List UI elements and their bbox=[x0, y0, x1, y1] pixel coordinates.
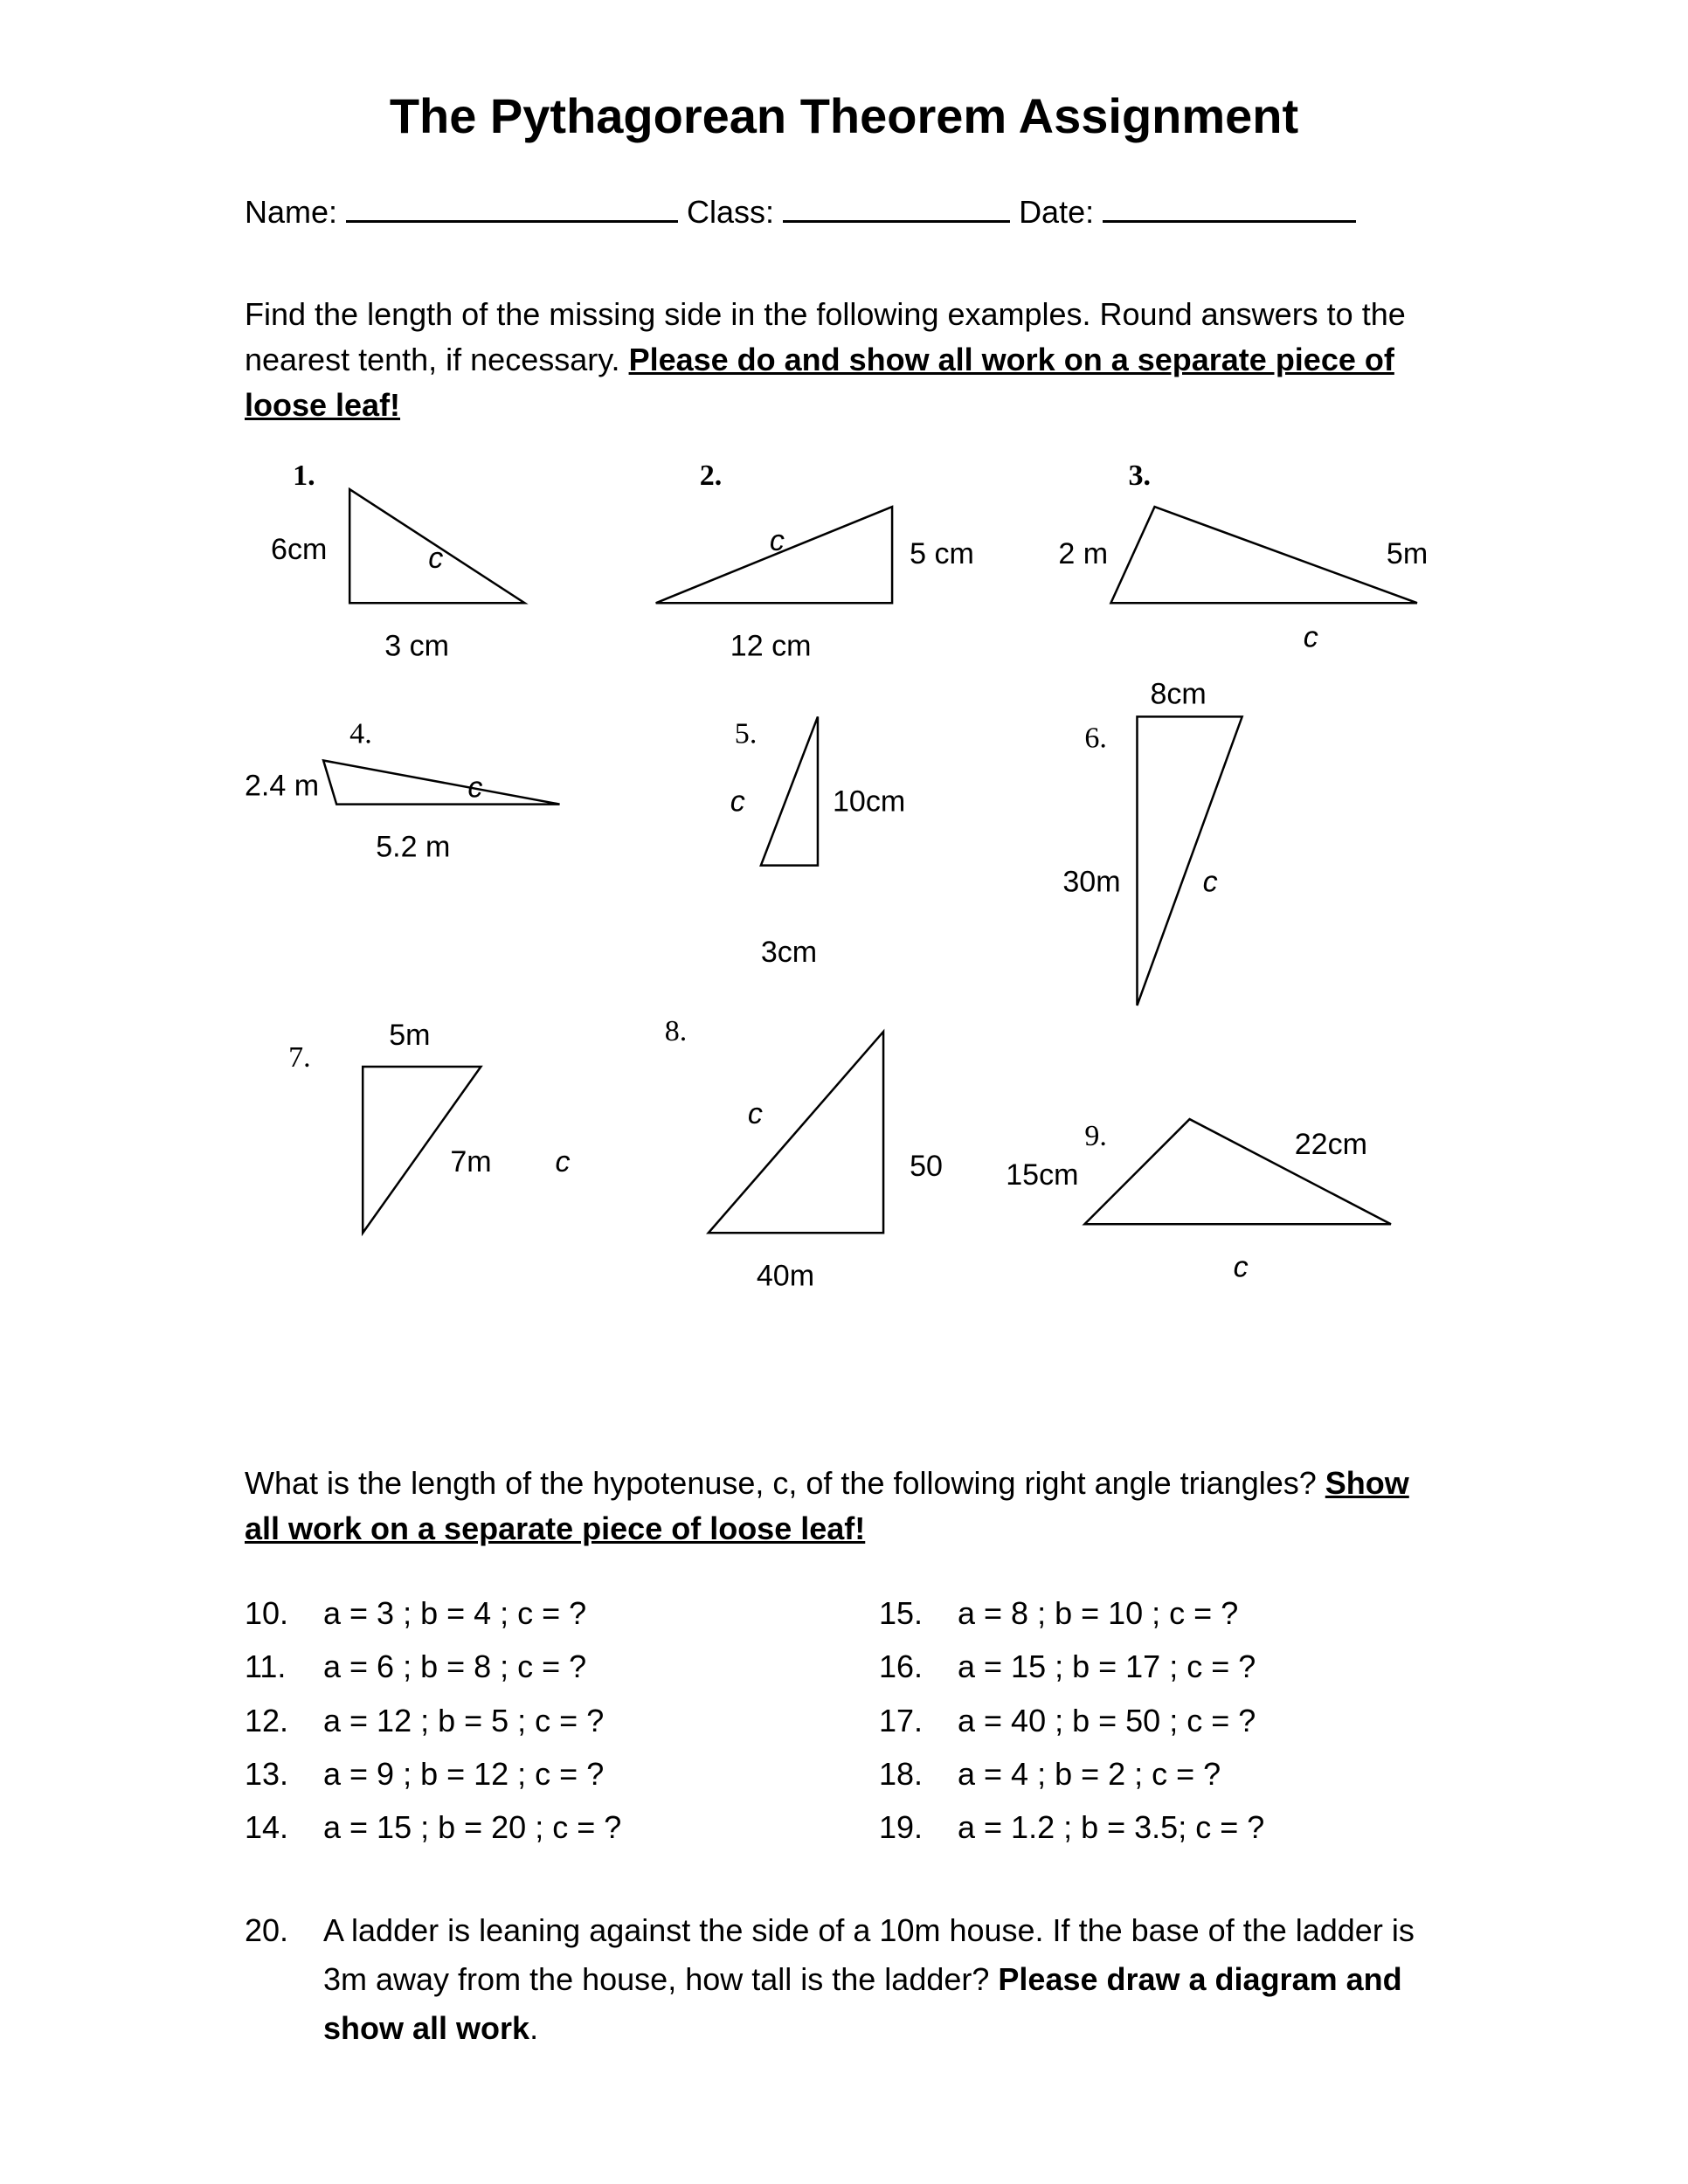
q12-text: a = 12 ; b = 5 ; c = ? bbox=[323, 1694, 604, 1747]
q16-num: 16. bbox=[879, 1640, 931, 1693]
t5-top: 3cm bbox=[761, 936, 817, 969]
name-blank bbox=[346, 188, 678, 223]
t3-num: 3. bbox=[1128, 463, 1151, 492]
q15: 15. a = 8 ; b = 10 ; c = ? bbox=[879, 1586, 1443, 1640]
q13-num: 13. bbox=[245, 1747, 297, 1800]
q17-num: 17. bbox=[879, 1694, 931, 1747]
triangles-svg: 1. 6cm c 3 cm 2. 5 cm c 12 cm 3. 2 m 5m … bbox=[245, 463, 1443, 1426]
t6-num: 6. bbox=[1084, 722, 1107, 755]
t2-num: 2. bbox=[700, 463, 723, 492]
q19-num: 19. bbox=[879, 1800, 931, 1854]
class-label: Class: bbox=[687, 194, 774, 231]
t9-num: 9. bbox=[1084, 1120, 1107, 1152]
q16: 16. a = 15 ; b = 17 ; c = ? bbox=[879, 1640, 1443, 1693]
t8-right: 50 bbox=[910, 1150, 943, 1183]
t9-left: 15cm bbox=[1006, 1158, 1078, 1192]
q20-body: A ladder is leaning against the side of … bbox=[323, 1906, 1443, 2052]
page-title: The Pythagorean Theorem Assignment bbox=[245, 87, 1443, 144]
q14-text: a = 15 ; b = 20 ; c = ? bbox=[323, 1800, 621, 1854]
q18-num: 18. bbox=[879, 1747, 931, 1800]
triangle-3 bbox=[1110, 507, 1417, 603]
t1-num: 1. bbox=[293, 463, 315, 492]
t4-left: 2.4 m bbox=[245, 770, 319, 803]
q19-text: a = 1.2 ; b = 3.5; c = ? bbox=[958, 1800, 1264, 1854]
t3-left: 2 m bbox=[1058, 537, 1108, 570]
triangle-8 bbox=[709, 1032, 883, 1233]
q10-text: a = 3 ; b = 4 ; c = ? bbox=[323, 1586, 586, 1640]
t2-right: 5 cm bbox=[910, 537, 974, 570]
q18-text: a = 4 ; b = 2 ; c = ? bbox=[958, 1747, 1221, 1800]
t7-num: 7. bbox=[288, 1041, 311, 1074]
date-blank bbox=[1103, 188, 1356, 223]
t3-bottom: c bbox=[1304, 620, 1318, 653]
q11-text: a = 6 ; b = 8 ; c = ? bbox=[323, 1640, 586, 1693]
t8-hyp: c bbox=[748, 1097, 763, 1130]
triangles-grid: 1. 6cm c 3 cm 2. 5 cm c 12 cm 3. 2 m 5m … bbox=[245, 463, 1443, 1426]
triangle-6 bbox=[1137, 717, 1242, 1006]
t6-hyp: c bbox=[1203, 866, 1218, 899]
class-blank bbox=[783, 188, 1010, 223]
t2-hyp: c bbox=[770, 524, 785, 557]
q15-text: a = 8 ; b = 10 ; c = ? bbox=[958, 1586, 1238, 1640]
t8-bottom: 40m bbox=[757, 1260, 814, 1293]
q10-num: 10. bbox=[245, 1586, 297, 1640]
date-label: Date: bbox=[1019, 194, 1094, 231]
prompt-2: What is the length of the hypotenuse, c,… bbox=[245, 1461, 1443, 1552]
q20-num: 20. bbox=[245, 1906, 297, 2052]
q20: 20. A ladder is leaning against the side… bbox=[245, 1906, 1443, 2052]
q11: 11. a = 6 ; b = 8 ; c = ? bbox=[245, 1640, 809, 1693]
q17-text: a = 40 ; b = 50 ; c = ? bbox=[958, 1694, 1256, 1747]
q14-num: 14. bbox=[245, 1800, 297, 1854]
triangle-5 bbox=[761, 717, 818, 866]
t7-ext: c bbox=[556, 1145, 571, 1178]
t8-num: 8. bbox=[665, 1015, 688, 1047]
t6-top: 8cm bbox=[1151, 678, 1207, 711]
t6-left: 30m bbox=[1062, 866, 1120, 899]
t5-num: 5. bbox=[735, 718, 758, 750]
q16-text: a = 15 ; b = 17 ; c = ? bbox=[958, 1640, 1256, 1693]
q20-t2: . bbox=[529, 2010, 538, 2046]
instructions: Find the length of the missing side in t… bbox=[245, 292, 1443, 429]
question-grid: 10. a = 3 ; b = 4 ; c = ? 11. a = 6 ; b = … bbox=[245, 1586, 1443, 1854]
q13-text: a = 9 ; b = 12 ; c = ? bbox=[323, 1747, 604, 1800]
q17: 17. a = 40 ; b = 50 ; c = ? bbox=[879, 1694, 1443, 1747]
t5-left: c bbox=[730, 785, 745, 819]
q14: 14. a = 15 ; b = 20 ; c = ? bbox=[245, 1800, 809, 1854]
q13: 13. a = 9 ; b = 12 ; c = ? bbox=[245, 1747, 809, 1800]
t1-hyp: c bbox=[428, 542, 443, 575]
q12: 12. a = 12 ; b = 5 ; c = ? bbox=[245, 1694, 809, 1747]
t3-right: 5m bbox=[1387, 537, 1428, 570]
t7-right: 7m bbox=[450, 1145, 491, 1178]
q12-num: 12. bbox=[245, 1694, 297, 1747]
t2-bottom: 12 cm bbox=[730, 629, 812, 662]
name-label: Name: bbox=[245, 194, 337, 231]
t1-left: 6cm bbox=[271, 533, 327, 566]
t4-hyp: c bbox=[467, 771, 482, 805]
header-fields: Name: Class: Date: bbox=[245, 188, 1443, 231]
t4-bottom: 5.2 m bbox=[376, 831, 450, 864]
t4-num: 4. bbox=[349, 718, 372, 750]
t1-bottom: 3 cm bbox=[384, 629, 449, 662]
t7-top: 5m bbox=[389, 1019, 430, 1052]
q11-num: 11. bbox=[245, 1640, 297, 1693]
prompt2-pre: What is the length of the hypotenuse, c,… bbox=[245, 1465, 1325, 1501]
q10: 10. a = 3 ; b = 4 ; c = ? bbox=[245, 1586, 809, 1640]
t5-right: 10cm bbox=[833, 785, 905, 819]
q18: 18. a = 4 ; b = 2 ; c = ? bbox=[879, 1747, 1443, 1800]
triangle-4 bbox=[323, 761, 559, 805]
t9-right: 22cm bbox=[1295, 1128, 1367, 1161]
t9-bottom: c bbox=[1234, 1251, 1249, 1284]
q19: 19. a = 1.2 ; b = 3.5; c = ? bbox=[879, 1800, 1443, 1854]
q15-num: 15. bbox=[879, 1586, 931, 1640]
